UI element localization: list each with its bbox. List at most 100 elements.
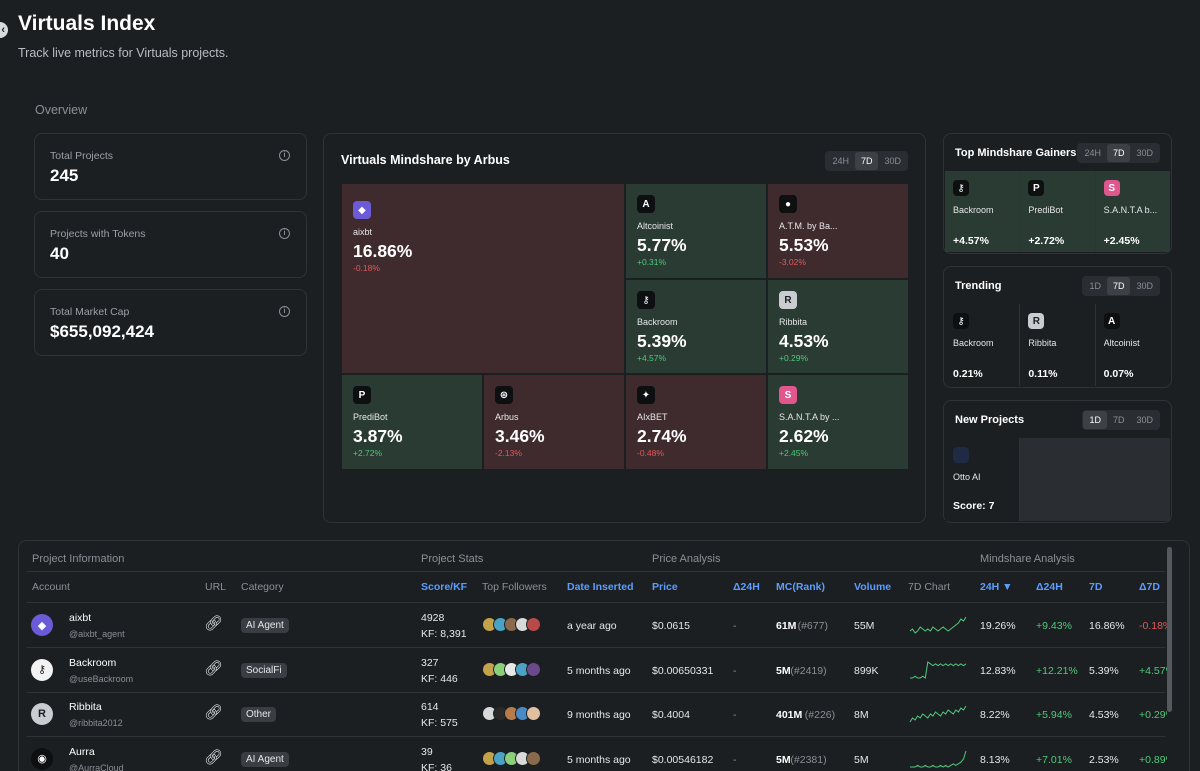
link-icon[interactable]: 🔗︎ [204, 659, 224, 677]
table-row[interactable]: ⚷ Backroom @useBackroom 🔗︎ SocialFi 327 … [19, 648, 1189, 693]
treemap-tile[interactable]: ⚷ Backroom 5.39% +4.57% [625, 279, 767, 374]
tile-name: S.A.N.T.A by ... [779, 412, 840, 422]
period-30d[interactable]: 30D [1136, 281, 1153, 291]
header-mindshare-delta-24h[interactable]: Δ24H [1036, 581, 1063, 593]
period-7d[interactable]: 7D [1106, 277, 1131, 295]
period-30d[interactable]: 30D [884, 156, 901, 166]
category-badge: AI Agent [241, 618, 289, 633]
trending-item[interactable]: R Ribbita 0.11% [1020, 304, 1096, 386]
period-7d[interactable]: 7D [1112, 415, 1125, 425]
info-icon[interactable]: i [279, 228, 290, 239]
gainers-item[interactable]: S S.A.N.T.A b... +2.45% [1095, 171, 1170, 252]
sparkline-7d [909, 616, 967, 634]
trending-item[interactable]: A Altcoinist 0.07% [1096, 304, 1170, 386]
link-icon[interactable]: 🔗︎ [204, 615, 224, 632]
tile-change: +2.45% [779, 448, 809, 458]
gainers-item[interactable]: P PrediBot +2.72% [1020, 171, 1096, 252]
avatar: ◉ [31, 747, 53, 770]
period-30d[interactable]: 30D [1136, 148, 1153, 158]
period-7d[interactable]: 7D [854, 152, 879, 170]
avatar: R [31, 703, 53, 725]
projects-table: Project Information Project Stats Price … [18, 540, 1190, 771]
treemap-tile[interactable]: ● A.T.M. by Ba... 5.53% -3.02% [767, 183, 909, 279]
mindshare-delta-7d: -0.18% [1139, 620, 1167, 632]
header-mindshare-delta-7d[interactable]: Δ7D [1139, 581, 1160, 593]
header-url[interactable]: URL [205, 581, 227, 593]
trending-item[interactable]: ⚷ Backroom 0.21% [945, 304, 1021, 386]
header-mindshare-24h[interactable]: 24H ▼ [980, 581, 1013, 593]
treemap-tile[interactable]: A Altcoinist 5.77% +0.31% [625, 183, 767, 279]
treemap-tile[interactable]: S S.A.N.T.A by ... 2.62% +2.45% [767, 374, 909, 470]
new-projects-list: Otto AI Score: 7 [945, 438, 1170, 521]
follower-avatar[interactable] [526, 706, 541, 721]
chevron-left-icon[interactable]: ‹ [0, 22, 8, 38]
account-name[interactable]: Ribbita [69, 701, 102, 713]
account-name[interactable]: aixbt [69, 612, 92, 624]
header-mindshare-7d[interactable]: 7D [1089, 581, 1103, 593]
top-followers[interactable] [482, 661, 541, 677]
account-name[interactable]: Backroom [69, 656, 117, 669]
treemap-tile[interactable]: ✦ AIxBET 2.74% -0.48% [625, 374, 767, 470]
header-account[interactable]: Account [32, 581, 70, 593]
follower-avatar[interactable] [526, 750, 541, 766]
header-date-inserted[interactable]: Date Inserted [567, 581, 634, 593]
account-name[interactable]: Aurra [69, 745, 95, 758]
mindshare-24h: 8.13% [980, 753, 1010, 766]
top-followers[interactable] [482, 750, 541, 766]
item-value: +4.57% [953, 235, 989, 247]
top-followers[interactable] [482, 617, 541, 632]
market-cap-rank: (#677) [797, 620, 828, 632]
mindshare-card: Virtuals Mindshare by Arbus 24H 7D 30D ◆… [323, 133, 926, 523]
follower-avatar[interactable] [526, 661, 541, 677]
mindshare-delta-7d: +4.57% [1139, 664, 1167, 677]
price-delta-24h: - [733, 709, 737, 721]
period-1d[interactable]: 1D [1089, 281, 1101, 291]
tile-name: Backroom [637, 317, 678, 327]
project-logo-icon: ⚷ [953, 313, 969, 329]
period-7d[interactable]: 7D [1106, 144, 1131, 162]
period-24h[interactable]: 24H [1084, 148, 1101, 158]
stat-value: $655,092,424 [50, 322, 154, 341]
link-icon[interactable]: 🔗︎ [204, 704, 224, 721]
header-price[interactable]: Price [652, 581, 678, 593]
new-project-item[interactable]: Otto AI Score: 7 [945, 438, 1020, 521]
market-cap-rank: (#2419) [790, 664, 827, 677]
gainers-item[interactable]: ⚷ Backroom +4.57% [945, 171, 1021, 252]
link-icon[interactable]: 🔗︎ [204, 748, 224, 766]
stat-card-projects-with-tokens: Projects with Tokens 40 i [34, 211, 307, 278]
header-7d-chart[interactable]: 7D Chart [908, 581, 951, 593]
account-handle: @ribbita2012 [69, 718, 123, 728]
top-followers[interactable] [482, 706, 541, 721]
treemap-tile[interactable]: ◆ aixbt 16.86% -0.18% [341, 183, 625, 374]
header-mc-rank[interactable]: MC(Rank) [776, 581, 825, 593]
info-icon[interactable]: i [279, 150, 290, 161]
page-title: Virtuals Index [18, 12, 156, 35]
scrollbar[interactable] [1167, 547, 1172, 712]
empty-slot [1020, 438, 1170, 521]
treemap-tile[interactable]: ⊛ Arbus 3.46% -2.13% [483, 374, 625, 470]
mindshare-delta-24h: +9.43% [1036, 620, 1072, 632]
period-1d[interactable]: 1D [1083, 411, 1107, 429]
period-30d[interactable]: 30D [1136, 415, 1153, 425]
header-category[interactable]: Category [241, 581, 284, 593]
follower-avatar[interactable] [526, 617, 541, 632]
header-delta-24h[interactable]: Δ24H [733, 581, 760, 593]
stat-value: 245 [50, 166, 79, 185]
table-row[interactable]: ◆ aixbt @aixbt_agent 🔗︎ AI Agent 4928 KF… [19, 603, 1189, 648]
project-logo-icon: ⚷ [637, 291, 655, 309]
treemap-tile[interactable]: R Ribbita 4.53% +0.29% [767, 279, 909, 374]
header-score[interactable]: Score/KF [421, 581, 468, 593]
header-volume[interactable]: Volume [854, 581, 892, 593]
table-row[interactable]: R Ribbita @ribbita2012 🔗︎ Other 614 KF: … [19, 692, 1189, 737]
header-top-followers[interactable]: Top Followers [482, 581, 547, 593]
table-row[interactable]: ◉ Aurra @AurraCloud 🔗︎ AI Agent 39 KF: 3… [19, 737, 1189, 771]
new-projects-period-selector: 1D 7D 30D [1082, 410, 1160, 430]
new-project-name: Otto AI [953, 472, 981, 482]
info-icon[interactable]: i [279, 306, 290, 317]
tile-mindshare: 4.53% [779, 331, 829, 351]
project-logo-icon: P [353, 386, 371, 404]
period-24h[interactable]: 24H [832, 156, 849, 166]
mindshare-delta-7d: +0.89% [1139, 753, 1167, 766]
treemap-tile[interactable]: P PrediBot 3.87% +2.72% [341, 374, 483, 470]
new-projects-title: New Projects [955, 414, 1025, 426]
